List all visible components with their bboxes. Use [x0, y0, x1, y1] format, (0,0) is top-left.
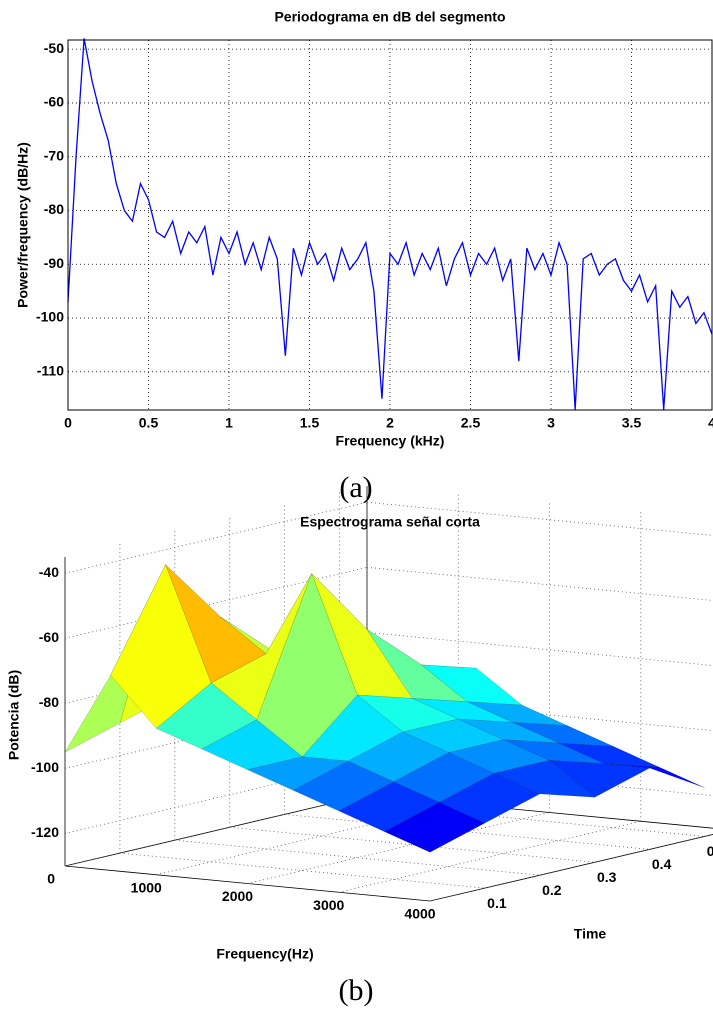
z-tick-label: -80	[39, 694, 59, 710]
z-tick-label: -60	[39, 629, 59, 645]
x-axis-label: Frequency(Hz)	[216, 946, 313, 962]
surface-patch	[438, 772, 541, 824]
y-tick-label: -100	[36, 309, 64, 325]
y-tick-label: 0.1	[487, 895, 507, 911]
x-tick-label: 0	[64, 415, 72, 431]
axis-edge	[64, 794, 368, 867]
x-tick-label: 1.5	[300, 415, 320, 431]
caption: (a)	[339, 471, 372, 504]
x-tick-label: 4	[708, 415, 713, 431]
y-tick-label: 0.3	[597, 869, 617, 885]
y-tick-label: -110	[37, 363, 64, 379]
chart-title: Espectrograma señal corta	[300, 514, 480, 530]
caption: (b)	[339, 974, 374, 1007]
y-tick-label: 0.5	[707, 843, 713, 859]
x-axis-label: Frequency (kHz)	[336, 433, 445, 449]
axis-edge	[429, 834, 713, 902]
x-tick-label: 1000	[131, 879, 162, 895]
surface-patch	[383, 802, 486, 853]
z-tick-label: -40	[39, 564, 59, 580]
x-tick-label: 3.5	[622, 415, 642, 431]
y-tick-label: -90	[44, 255, 64, 271]
data-line	[67, 38, 713, 410]
y-tick-label: -50	[44, 40, 64, 56]
y-axis-label: Time	[574, 926, 607, 942]
grid-line	[338, 820, 641, 893]
x-tick-label: 3000	[313, 897, 344, 913]
x-tick-label: 2000	[222, 888, 253, 904]
x-tick-label: 2.5	[461, 415, 481, 431]
grid-line	[366, 631, 713, 666]
y-tick-label: 0.2	[542, 882, 562, 898]
y-tick-label: -70	[44, 147, 64, 163]
x-tick-label: 0	[47, 871, 55, 887]
z-tick-label: -100	[31, 759, 59, 775]
x-tick-label: 0.5	[139, 415, 159, 431]
y-tick-label: -60	[44, 94, 64, 110]
grid-line	[366, 566, 713, 601]
x-tick-label: 4000	[404, 906, 435, 922]
x-tick-label: 3	[547, 415, 555, 431]
surface-patch	[493, 760, 596, 798]
plot-frame	[67, 39, 713, 411]
y-tick-label: 0.4	[652, 856, 672, 872]
z-axis-label: Potencia (dB)	[6, 670, 22, 760]
z-tick-label: -120	[31, 824, 59, 840]
x-tick-label: 2	[386, 415, 394, 431]
y-axis-label: Power/frequency (dB/Hz)	[15, 142, 31, 308]
chart-title: Periodograma en dB del segmento	[274, 9, 505, 25]
x-tick-label: 1	[225, 415, 233, 431]
y-tick-label: -80	[44, 201, 64, 217]
